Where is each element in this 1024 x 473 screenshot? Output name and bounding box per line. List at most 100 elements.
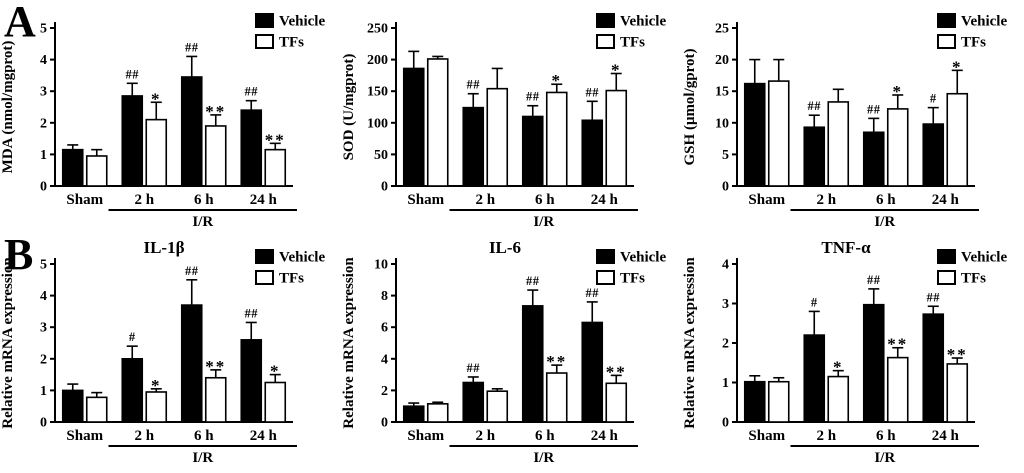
significance-marker: ** [205,102,226,121]
legend-label-tfs: TFs [279,271,304,287]
bar-il1b-tfs-0 [85,396,108,423]
bar-il6-tfs-1 [486,390,509,423]
y-tick-label: 100 [367,116,388,131]
x-category-label: 2 h [475,192,495,208]
y-tick-label: 0 [722,180,729,195]
legend-swatch-vehicle [596,249,615,264]
y-axis-label: MDA (nmol/mgprot) [0,41,16,174]
bar-sod-tfs-3 [605,89,628,187]
bar-sod-vehicle-1 [462,106,485,187]
group-label: I/R [192,214,213,230]
bar-tnfa-vehicle-1 [803,334,826,423]
x-category-label: 6 h [876,428,896,444]
y-tick-label: 0 [381,180,388,195]
significance-marker: ** [546,352,567,371]
y-tick-label: 1 [722,376,729,391]
x-category-label: Sham [66,428,103,444]
bar-il1b-tfs-2 [204,376,227,423]
bar-tnfa-tfs-2 [886,356,909,423]
legend-swatch-tfs [255,270,274,285]
legend-swatch-tfs [937,270,956,285]
x-category-label: Sham [66,192,103,208]
significance-marker: ** [606,362,627,381]
x-category-label: 2 h [134,428,154,444]
bar-il1b-vehicle-0 [61,389,84,423]
legend-swatch-tfs [596,270,615,285]
bar-il1b-vehicle-2 [180,304,203,423]
bar-il6-vehicle-1 [462,381,485,423]
bar-mda-vehicle-3 [240,109,263,187]
legend-swatch-vehicle [255,249,274,264]
bar-gsh-vehicle-2 [862,131,885,187]
legend-label-tfs: TFs [279,35,304,51]
y-tick-label: 2 [40,352,47,367]
bar-mda-vehicle-1 [121,95,144,187]
significance-marker: # [930,92,937,106]
y-tick-label: 150 [367,85,388,100]
x-category-label: 2 h [134,192,154,208]
legend-label-tfs: TFs [620,271,645,287]
bar-il6-tfs-3 [605,382,628,423]
bar-tnfa-vehicle-3 [922,313,945,423]
bar-il1b-vehicle-1 [121,358,144,423]
significance-marker: ## [126,67,140,81]
legend-label-vehicle: Vehicle [279,250,325,266]
significance-marker: * [151,376,162,395]
bar-gsh-tfs-1 [827,101,850,187]
y-axis-label: Relative mRNA expression [341,257,357,429]
x-category-label: 24 h [250,428,278,444]
significance-marker: * [151,89,162,108]
y-tick-label: 20 [715,53,729,68]
y-tick-label: 15 [715,85,729,100]
chart-svg-mda: 0 1 2 3 4 5 MDA (nmol/mgprot) Sham 2 h ## * 6 h ## **… [0,13,325,230]
bar-mda-vehicle-0 [61,148,84,187]
x-category-label: 2 h [816,428,836,444]
significance-marker: ** [887,335,908,354]
legend-swatch-vehicle [937,249,956,264]
bar-tnfa-vehicle-2 [862,303,885,423]
panel-a-label: A [4,0,36,46]
x-category-label: 6 h [194,192,214,208]
bar-sod-tfs-2 [545,91,568,187]
chart-gsh: 0 5 10 15 20 25 GSH (μmol/gprot) Sham 2 h ## 6 h ##… [682,0,1024,236]
bar-il6-tfs-2 [545,372,568,423]
y-tick-label: 5 [40,258,47,273]
legend-label-vehicle: Vehicle [620,250,666,266]
y-tick-label: 3 [40,321,47,336]
x-category-label: Sham [748,428,785,444]
y-tick-label: 50 [374,148,388,163]
significance-marker: * [270,362,281,381]
x-category-label: 2 h [816,192,836,208]
y-tick-label: 4 [40,53,47,68]
panel-b-label: B [4,230,34,279]
bar-tnfa-tfs-0 [767,380,790,423]
chart-title: IL-1β [143,238,184,257]
y-tick-label: 10 [715,116,729,131]
y-tick-label: 5 [722,148,729,163]
legend-swatch-vehicle [596,13,615,28]
significance-marker: ## [586,85,600,99]
chart-mda: 0 1 2 3 4 5 MDA (nmol/mgprot) Sham 2 h ## * 6 h ## **… [0,0,341,236]
significance-marker: ## [526,274,540,288]
significance-marker: ** [205,357,226,376]
bar-mda-tfs-1 [145,118,168,187]
y-tick-label: 6 [381,321,388,336]
bar-gsh-tfs-2 [886,108,909,187]
x-category-label: Sham [748,192,785,208]
significance-marker: * [552,71,563,90]
bar-mda-tfs-3 [264,148,287,187]
y-tick-label: 2 [40,116,47,131]
x-category-label: 6 h [535,192,555,208]
bar-sod-tfs-1 [486,87,509,187]
y-tick-label: 0 [40,180,47,195]
y-axis-label: Relative mRNA expression [682,257,698,429]
significance-marker: # [811,295,818,309]
legend-swatch-vehicle [255,13,274,28]
x-category-label: Sham [407,192,444,208]
bar-sod-tfs-0 [426,58,449,187]
y-tick-label: 25 [715,22,729,37]
bar-mda-tfs-0 [85,155,108,187]
y-tick-label: 2 [722,337,729,352]
